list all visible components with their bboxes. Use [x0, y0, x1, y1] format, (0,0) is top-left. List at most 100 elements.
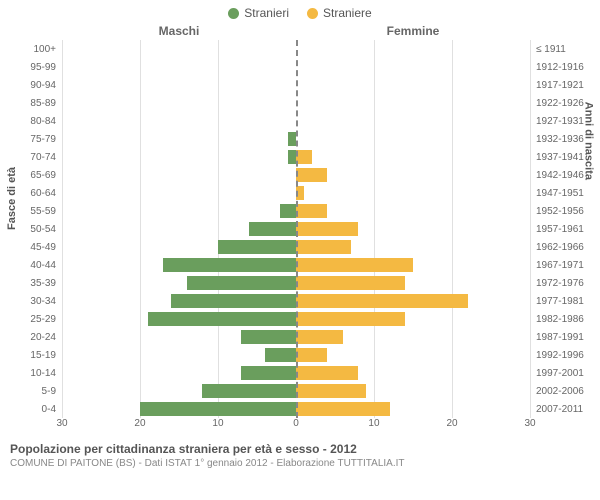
- age-label: 40-44: [6, 260, 56, 271]
- birth-label: 1997-2001: [536, 368, 598, 379]
- bar-container-female: [296, 274, 530, 292]
- legend-label-male: Stranieri: [244, 6, 289, 20]
- bar-container-female: [296, 364, 530, 382]
- x-tick: 10: [212, 418, 223, 429]
- bar-container-male: [62, 184, 296, 202]
- legend-item-male: Stranieri: [228, 6, 289, 20]
- bar-male: [280, 204, 296, 218]
- bar-container-female: [296, 202, 530, 220]
- bar-container-male: [62, 364, 296, 382]
- bar-male: [218, 240, 296, 254]
- x-tick: 0: [293, 418, 299, 429]
- legend-item-female: Straniere: [307, 6, 372, 20]
- birth-label: 1927-1931: [536, 116, 598, 127]
- birth-label: 1957-1961: [536, 224, 598, 235]
- x-tick: 30: [524, 418, 535, 429]
- bar-container-female: [296, 328, 530, 346]
- bar-container-female: [296, 148, 530, 166]
- bar-container-male: [62, 256, 296, 274]
- bar-container-female: [296, 166, 530, 184]
- age-label: 35-39: [6, 278, 56, 289]
- age-label: 50-54: [6, 224, 56, 235]
- header-female: Femmine: [296, 24, 530, 38]
- bar-male: [171, 294, 296, 308]
- age-label: 0-4: [6, 404, 56, 415]
- bar-female: [296, 204, 327, 218]
- bar-female: [296, 258, 413, 272]
- bar-female: [296, 384, 366, 398]
- bar-container-male: [62, 130, 296, 148]
- chart-title: Popolazione per cittadinanza straniera p…: [10, 442, 590, 456]
- bar-female: [296, 366, 358, 380]
- bar-male: [265, 348, 296, 362]
- header-male: Maschi: [62, 24, 296, 38]
- bar-container-female: [296, 112, 530, 130]
- bar-container-male: [62, 382, 296, 400]
- bar-container-female: [296, 130, 530, 148]
- chart-subtitle: COMUNE DI PAITONE (BS) - Dati ISTAT 1° g…: [10, 458, 590, 469]
- birth-label: 1912-1916: [536, 62, 598, 73]
- bar-container-male: [62, 202, 296, 220]
- age-label: 10-14: [6, 368, 56, 379]
- bar-container-male: [62, 166, 296, 184]
- column-headers: Maschi Femmine: [0, 24, 600, 38]
- bar-container-female: [296, 184, 530, 202]
- bar-container-female: [296, 40, 530, 58]
- age-label: 85-89: [6, 98, 56, 109]
- bar-female: [296, 222, 358, 236]
- bar-female: [296, 168, 327, 182]
- birth-label: 1967-1971: [536, 260, 598, 271]
- age-label: 5-9: [6, 386, 56, 397]
- age-label: 45-49: [6, 242, 56, 253]
- bar-male: [241, 366, 296, 380]
- bar-container-male: [62, 346, 296, 364]
- bar-container-male: [62, 220, 296, 238]
- legend-label-female: Straniere: [323, 6, 372, 20]
- bar-container-male: [62, 310, 296, 328]
- bar-container-male: [62, 400, 296, 418]
- age-label: 70-74: [6, 152, 56, 163]
- bar-container-female: [296, 292, 530, 310]
- bar-male: [163, 258, 296, 272]
- bar-female: [296, 150, 312, 164]
- age-label: 80-84: [6, 116, 56, 127]
- birth-label: 2007-2011: [536, 404, 598, 415]
- bar-container-male: [62, 274, 296, 292]
- age-label: 30-34: [6, 296, 56, 307]
- age-label: 75-79: [6, 134, 56, 145]
- bar-container-male: [62, 94, 296, 112]
- bar-container-female: [296, 346, 530, 364]
- axis-zero-line: [296, 40, 298, 418]
- bar-container-male: [62, 292, 296, 310]
- age-label: 25-29: [6, 314, 56, 325]
- bar-male: [241, 330, 296, 344]
- bar-male: [288, 150, 296, 164]
- age-label: 95-99: [6, 62, 56, 73]
- age-label: 90-94: [6, 80, 56, 91]
- bar-container-female: [296, 238, 530, 256]
- chart-area: 100+≤ 191195-991912-191690-941917-192185…: [62, 40, 530, 418]
- bar-male: [288, 132, 296, 146]
- bar-container-female: [296, 400, 530, 418]
- bar-container-female: [296, 382, 530, 400]
- bar-female: [296, 240, 351, 254]
- birth-label: 1932-1936: [536, 134, 598, 145]
- x-tick: 10: [368, 418, 379, 429]
- legend: Stranieri Straniere: [0, 0, 600, 20]
- birth-label: 1972-1976: [536, 278, 598, 289]
- birth-label: 1962-1966: [536, 242, 598, 253]
- swatch-female: [307, 8, 318, 19]
- bar-female: [296, 312, 405, 326]
- birth-label: 1937-1941: [536, 152, 598, 163]
- bar-male: [140, 402, 296, 416]
- bar-female: [296, 276, 405, 290]
- x-tick: 20: [134, 418, 145, 429]
- age-label: 65-69: [6, 170, 56, 181]
- bar-female: [296, 330, 343, 344]
- bar-male: [202, 384, 296, 398]
- bar-female: [296, 402, 390, 416]
- birth-label: 1992-1996: [536, 350, 598, 361]
- bar-container-male: [62, 148, 296, 166]
- birth-label: 1947-1951: [536, 188, 598, 199]
- bar-container-male: [62, 58, 296, 76]
